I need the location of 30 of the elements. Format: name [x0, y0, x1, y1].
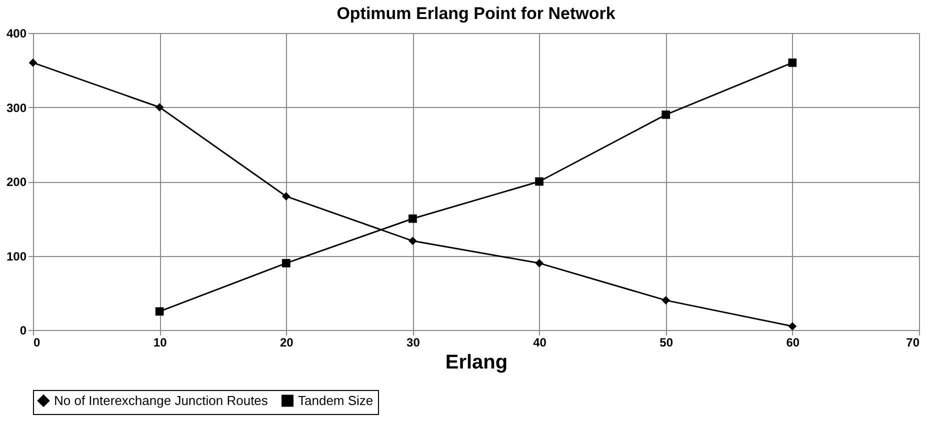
y-tick-label: 300: [6, 100, 27, 115]
x-axis-title: Erlang: [445, 352, 508, 374]
point: [155, 103, 164, 112]
point: [282, 192, 290, 201]
legend-label: Tandem Size: [298, 392, 374, 408]
point: [408, 236, 417, 246]
x-tick-label: 30: [406, 336, 420, 350]
y-tick-label: 0: [20, 324, 27, 338]
x-tick-label: 10: [153, 336, 168, 350]
point: [535, 258, 544, 268]
point: [788, 322, 797, 330]
chart-title: Optimum Erlang Point for Network: [336, 4, 616, 23]
x-tick-label: 70: [906, 336, 920, 350]
point: [408, 214, 417, 223]
x-tick-label: 20: [280, 336, 294, 350]
y-tick-label: 100: [6, 249, 27, 264]
point: [535, 177, 544, 186]
x-tick-label: 50: [660, 336, 674, 350]
point: [282, 258, 290, 268]
point: [28, 58, 38, 67]
point: [788, 58, 797, 67]
y-tick-label: 400: [6, 26, 27, 40]
x-tick-label: 40: [533, 336, 547, 350]
point: [662, 110, 670, 119]
legend-label: No of Interexchange Junction Routes: [54, 392, 268, 408]
point: [662, 296, 670, 304]
x-tick-label: 60: [786, 336, 800, 350]
point: [155, 307, 164, 316]
y-tick-label: 200: [6, 175, 27, 189]
x-tick-label: 0: [34, 336, 40, 350]
